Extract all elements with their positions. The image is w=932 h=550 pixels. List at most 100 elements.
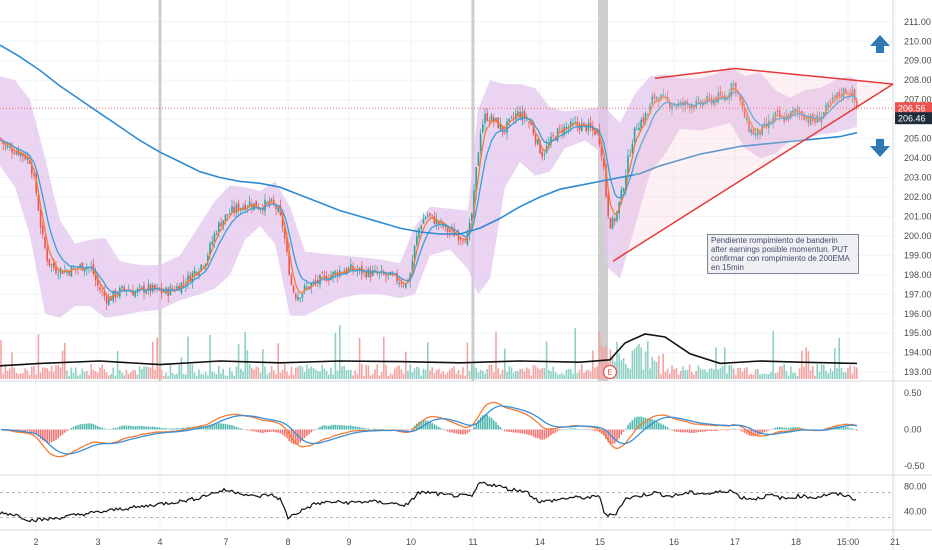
volume-bar [754,369,757,379]
volume-bar [270,366,273,379]
volume-bar [519,368,521,379]
volume-bar [350,369,352,379]
candle-body [413,245,416,261]
x-tick-label: 15 [595,537,605,547]
macd-histogram-bar [418,421,420,430]
price-tick-label: 198.00 [904,270,932,280]
candle-body [473,190,475,215]
candle-body [72,267,75,269]
volume-bar [321,364,323,379]
volume-bar [576,373,579,379]
candle-body [143,285,145,293]
candle-body [807,119,810,123]
macd-histogram-bar [352,426,354,430]
volume-bar [292,374,295,379]
volume-bar [658,355,660,379]
candle-body [521,111,524,121]
volume-bar [156,337,158,379]
volume-bar [820,364,823,379]
volume-bar [308,368,310,379]
candle-body [633,127,636,143]
macd-histogram-bar [108,429,110,430]
macd-histogram-bar [211,424,213,430]
earnings-icon: E [602,364,618,380]
volume-bar [301,366,304,379]
macd-histogram-bar [255,429,257,432]
volume-bar [231,371,233,379]
candle-body [424,217,427,220]
annotation-note[interactable]: Pendiente rompimiento de banderin after … [707,234,859,274]
price-tick-label: 204.00 [904,153,932,163]
candle-body [457,234,460,241]
volume-bar [541,368,543,379]
volume-bar [83,371,86,379]
macd-histogram-bar [257,429,260,433]
candle-body [438,221,440,225]
candle-body [350,264,352,270]
volume-bar [242,371,244,379]
candle-body [640,120,642,130]
macd-histogram-bar [530,429,532,436]
macd-histogram-bar [231,425,233,430]
candle-body [57,274,59,276]
candle-body [741,100,744,107]
candle-body [651,96,653,104]
macd-histogram-bar [783,427,785,430]
volume-bar [638,343,640,379]
macd-histogram-bar [636,416,638,430]
macd-histogram-bar [380,428,383,430]
candle-body [61,270,64,274]
volume-bar [185,374,187,379]
macd-histogram-bar [39,429,42,439]
candle-body [182,281,185,283]
candle-body [268,200,271,203]
macd-histogram-bar [61,429,64,435]
candle-body [752,129,755,135]
volume-bar [266,374,268,379]
macd-histogram-bar [702,429,704,432]
candle-body [275,205,277,209]
macd-histogram-bar [356,426,359,430]
macd-histogram-bar [735,429,737,430]
volume-bar [677,374,680,379]
macd-histogram-bar [831,426,834,430]
candle-body [141,286,143,288]
volume-bar [222,368,224,379]
candle-body [312,281,315,283]
volume-bar [422,368,425,379]
macd-histogram-bar [374,428,376,430]
candle-body [402,285,405,287]
volume-bar [482,371,484,379]
candle-body [530,121,532,125]
candle-body [732,83,735,86]
macd-histogram-bar [363,427,365,430]
candle-body [231,206,233,213]
volume-bar [796,375,799,379]
volume-bar [105,372,108,379]
macd-histogram-bar [268,429,271,432]
volume-bar [413,368,416,379]
volume-bar [508,366,510,379]
macd-histogram-bar [638,416,640,430]
candle-body [6,145,9,148]
macd-histogram-bar [435,425,438,430]
volume-bar [367,365,370,379]
ema-slow-line [0,91,858,294]
macd-histogram-bar [264,429,266,433]
volume-bar [713,369,715,379]
volume-bar [567,368,570,379]
macd-histogram-bar [251,429,253,432]
x-tick-label: 16 [669,537,679,547]
markers: E [602,35,890,380]
volume-bar [581,364,583,379]
volume-bar [521,369,524,379]
volume-bar [33,366,35,379]
macd-histogram-bar [684,429,686,433]
macd-histogram-bar [534,429,537,438]
volume-bar [187,336,189,379]
volume-bar [396,366,398,379]
macd-histogram-bar [152,426,154,430]
candle-body [523,111,526,119]
x-tick-label: 18 [791,537,801,547]
macd-histogram-bar [587,429,590,430]
